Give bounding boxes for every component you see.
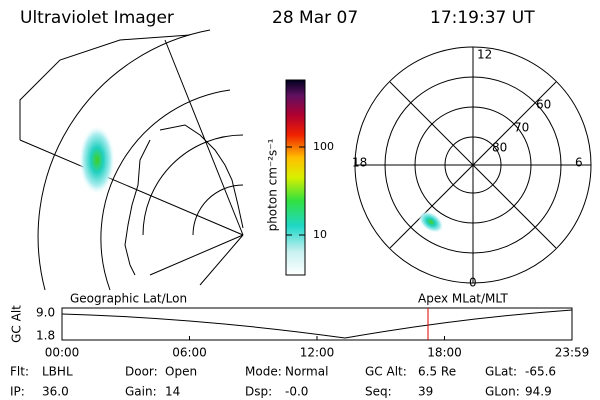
info-value: 6.5 Re	[418, 365, 456, 379]
map-line	[149, 234, 244, 276]
title: Ultraviolet Imager	[20, 8, 174, 28]
polar-spoke	[389, 81, 557, 249]
colorbar-tick-label: 100	[313, 140, 334, 153]
info-label: Mode:	[245, 365, 282, 379]
date: 28 Mar 07	[272, 8, 358, 28]
colorbar	[285, 79, 306, 276]
info-label: Door:	[125, 365, 158, 379]
timeline-right-label: Apex MLat/MLT	[418, 292, 508, 306]
info-label: GLat:	[485, 365, 517, 379]
info-label: Gain:	[125, 385, 157, 399]
info-label: IP:	[10, 385, 25, 399]
info-value: LBHL	[42, 365, 73, 379]
hour-label: 0	[469, 276, 477, 290]
info-value: Normal	[285, 365, 328, 379]
aurora-emission	[79, 125, 115, 195]
info-label: Flt:	[10, 365, 29, 379]
info-label: Seq:	[365, 385, 392, 399]
hour-label: 18	[352, 156, 367, 170]
lat-label: 80	[492, 141, 507, 155]
x-tick-label: 23:59	[555, 346, 590, 360]
x-tick-label: 18:00	[427, 346, 462, 360]
x-tick-label: 00:00	[45, 346, 80, 360]
timeline-y-label: GC Alt	[10, 305, 24, 343]
colorbar-tick-label: 10	[313, 228, 327, 241]
map-panel	[19, 29, 244, 291]
info-value: 36.0	[42, 385, 69, 399]
coastline	[124, 124, 244, 276]
x-tick-label: 12:00	[300, 346, 335, 360]
y-tick-label: 1.8	[36, 329, 55, 343]
polar-panel	[354, 46, 592, 284]
map-arc	[142, 134, 244, 236]
x-tick-label: 06:00	[172, 346, 207, 360]
aurora-emission	[418, 211, 444, 233]
info-value: -65.6	[525, 365, 556, 379]
info-value: 39	[418, 385, 433, 399]
colorbar-label: photon cm⁻²s⁻¹	[266, 138, 280, 231]
map-line	[199, 234, 244, 286]
info-value: -0.0	[285, 385, 308, 399]
lat-label: 70	[514, 121, 529, 135]
info-value: 94.9	[525, 385, 552, 399]
info-value: 14	[165, 385, 180, 399]
altitude-curve	[61, 309, 573, 339]
info-value: Open	[165, 365, 197, 379]
map-line	[19, 139, 244, 236]
map-frame	[19, 34, 191, 140]
info-label: GC Alt:	[365, 365, 407, 379]
hour-label: 6	[575, 156, 583, 170]
map-arc	[100, 89, 231, 291]
lat-label: 60	[536, 98, 551, 112]
y-tick-label: 9.0	[36, 306, 55, 320]
map-line	[164, 39, 244, 236]
timeline-box	[61, 307, 573, 341]
info-label: GLon:	[485, 385, 520, 399]
info-label: Dsp:	[245, 385, 272, 399]
hour-label: 12	[477, 48, 492, 62]
time: 17:19:37 UT	[430, 8, 535, 28]
map-arc	[37, 29, 211, 291]
timeline-left-label: Geographic Lat/Lon	[70, 292, 187, 306]
